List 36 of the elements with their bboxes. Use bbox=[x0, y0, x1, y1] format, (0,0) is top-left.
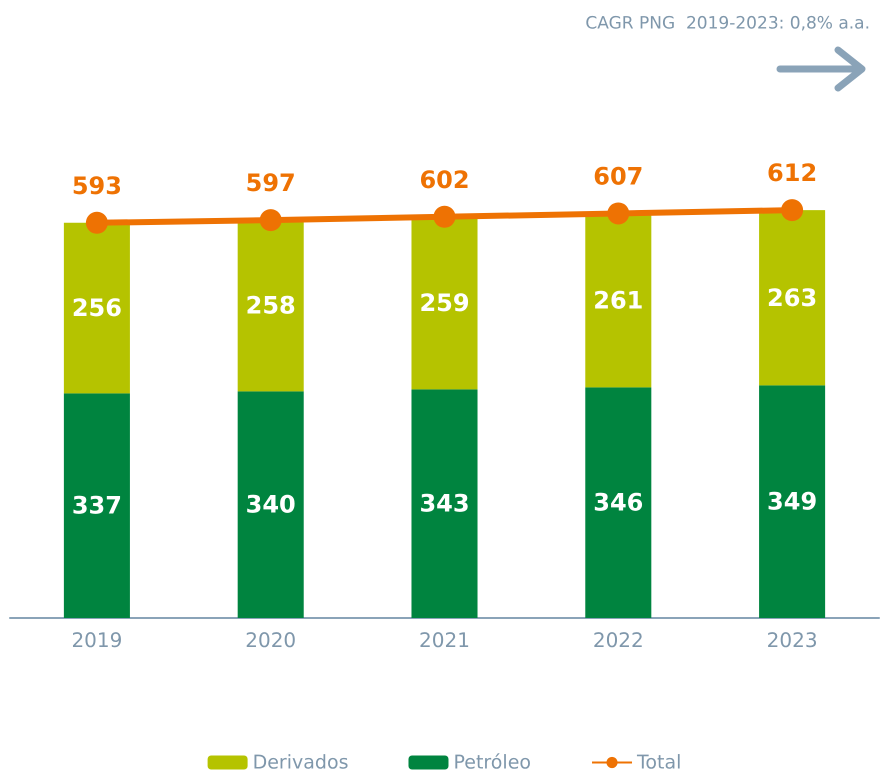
point bbox=[781, 199, 804, 222]
data-label: 259 bbox=[419, 289, 470, 318]
data-label: 349 bbox=[767, 488, 818, 516]
bar bbox=[759, 385, 826, 618]
data-label: 607 bbox=[593, 162, 644, 190]
data-label: 340 bbox=[246, 490, 296, 519]
x-tick-label: 2022 bbox=[592, 628, 644, 652]
data-label: 261 bbox=[593, 286, 644, 314]
data-label: 597 bbox=[246, 169, 296, 198]
bar bbox=[759, 210, 826, 386]
point bbox=[86, 212, 108, 234]
point bbox=[607, 202, 630, 224]
legend-label: Total bbox=[636, 752, 682, 774]
data-label: 343 bbox=[419, 490, 470, 518]
annotation: CAGR PNG 2019-2023: 0,8% a.a. bbox=[585, 14, 870, 34]
bar bbox=[585, 387, 652, 618]
data-label: 346 bbox=[593, 488, 644, 517]
bar bbox=[238, 391, 304, 618]
legend-label: Derivados bbox=[252, 752, 348, 774]
data-label: 593 bbox=[72, 172, 122, 200]
data-label: 337 bbox=[72, 492, 122, 520]
point bbox=[434, 206, 456, 228]
bar bbox=[411, 389, 478, 618]
x-tick-label: 2019 bbox=[71, 628, 122, 652]
data-label: 263 bbox=[767, 284, 818, 312]
data-label: 256 bbox=[72, 294, 122, 322]
data-label: 602 bbox=[419, 166, 470, 194]
x-tick-label: 2020 bbox=[245, 628, 296, 652]
bar bbox=[64, 393, 130, 618]
x-tick-label: 2023 bbox=[766, 628, 818, 652]
point bbox=[260, 209, 282, 232]
data-label: 258 bbox=[246, 291, 296, 320]
data-label: 612 bbox=[767, 159, 818, 188]
x-tick-label: 2021 bbox=[419, 628, 470, 652]
bar bbox=[64, 222, 130, 394]
legend-label: Petróleo bbox=[453, 752, 532, 774]
